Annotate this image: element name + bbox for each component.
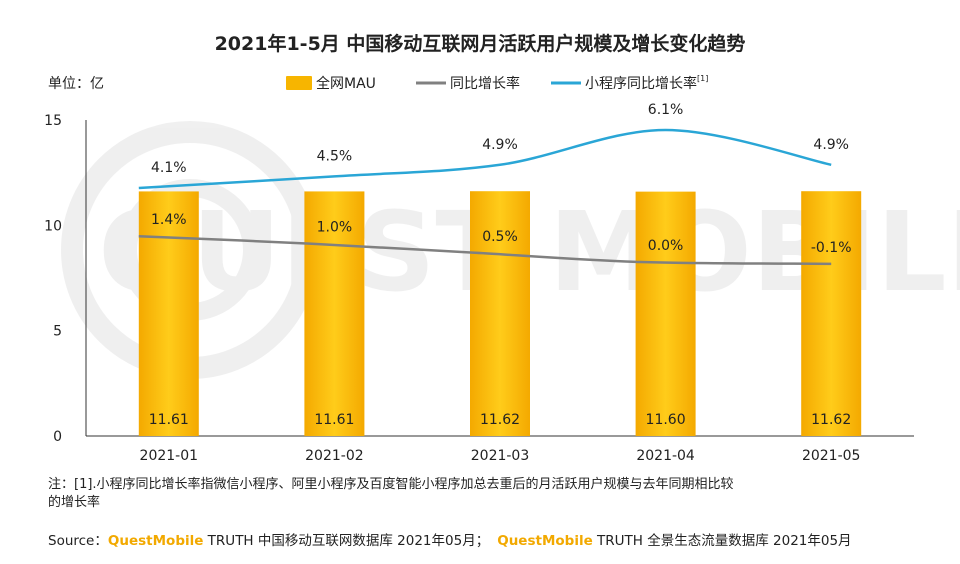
data-labels: 11.61 11.61 11.62 11.60 11.62 1.4% 1.0% 0.5% 0.0… (149, 102, 852, 428)
legend-label-miniprogram-text: 小程序同比增长率 (585, 75, 697, 92)
line-miniprogram (138, 128, 832, 190)
bar-2021-04 (635, 191, 696, 436)
x-tick-label: 2021-01 (140, 448, 199, 464)
bar-2021-03 (470, 191, 530, 436)
source-db-2: TRUTH 全景生态流量数据库 2021年05月 (593, 532, 852, 549)
legend: 全网MAU 同比增长率 小程序同比增长率[1] (286, 74, 708, 92)
bars (138, 191, 862, 436)
yoy-value-label: 1.4% (151, 212, 187, 228)
bar-2021-05 (801, 191, 862, 436)
x-tick-label: 2021-05 (802, 448, 861, 464)
x-tick-label: 2021-04 (636, 448, 695, 464)
bar-value-label: 11.61 (314, 412, 354, 428)
y-ticks: 0 5 10 15 (44, 113, 62, 445)
lines (138, 128, 832, 266)
footnote-line-1: 注：[1].小程序同比增长率指微信小程序、阿里小程序及百度智能小程序加总去重后的… (48, 476, 734, 492)
chart-title: 2021年1-5月 中国移动互联网月活跃用户规模及增长变化趋势 (215, 32, 746, 55)
yoy-value-label: 0.5% (482, 229, 518, 245)
yoy-value-label: -0.1% (811, 240, 852, 256)
unit-label: 单位：亿 (48, 76, 104, 92)
legend-footnote-mark: [1] (697, 74, 708, 83)
legend-swatch-mau (286, 76, 312, 90)
y-tick-label: 0 (53, 429, 62, 445)
footnote-line-2: 的增长率 (48, 494, 100, 510)
legend-label-mau: 全网MAU (316, 75, 376, 92)
source-brand-1: QuestMobile (108, 533, 204, 549)
x-tick-label: 2021-03 (471, 448, 530, 464)
y-tick-label: 5 (53, 324, 62, 340)
yoy-value-label: 0.0% (648, 238, 684, 254)
y-tick-label: 10 (44, 218, 62, 234)
yoy-value-label: 1.0% (317, 220, 353, 236)
bar-2021-01 (138, 191, 199, 436)
source-prefix: Source： (48, 533, 108, 549)
miniprogram-value-label: 4.9% (813, 137, 849, 153)
bar-2021-02 (304, 191, 365, 436)
legend-label-miniprogram: 小程序同比增长率[1] (585, 74, 708, 92)
y-tick-label: 15 (44, 113, 62, 129)
legend-label-yoy: 同比增长率 (450, 75, 520, 92)
x-tick-label: 2021-02 (305, 448, 364, 464)
source-line: Source：QuestMobile TRUTH 中国移动互联网数据库 2021… (48, 532, 852, 549)
bar-value-label: 11.62 (811, 412, 851, 428)
bar-value-label: 11.60 (646, 412, 686, 428)
miniprogram-value-label: 4.5% (317, 148, 353, 164)
source-brand-2: QuestMobile (497, 533, 593, 549)
line-yoy (138, 234, 832, 266)
x-ticks: 2021-01 2021-02 2021-03 2021-04 2021-05 (140, 448, 861, 464)
miniprogram-value-label: 6.1% (648, 102, 684, 118)
miniprogram-value-label: 4.1% (151, 160, 187, 176)
bar-value-label: 11.62 (480, 412, 520, 428)
bar-value-label: 11.61 (149, 412, 189, 428)
source-db-1: TRUTH 中国移动互联网数据库 2021年05月； (203, 533, 489, 549)
miniprogram-value-label: 4.9% (482, 137, 518, 153)
